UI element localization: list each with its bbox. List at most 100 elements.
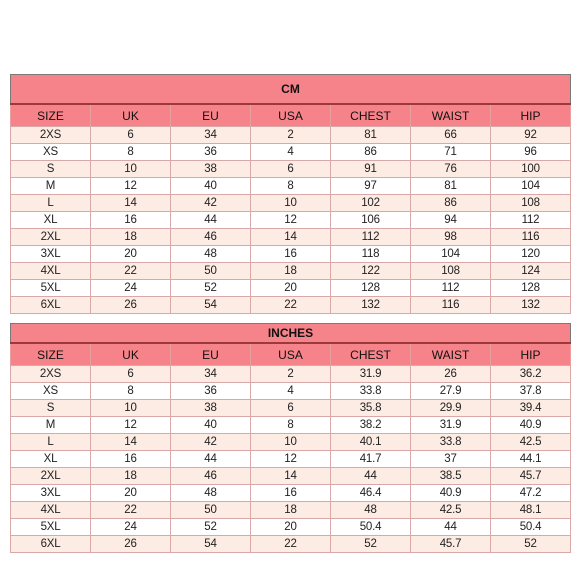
- table-cell-hip: 96: [490, 143, 571, 161]
- table-cell-waist: 42.5: [410, 501, 491, 519]
- table-cell-waist: 33.8: [410, 433, 491, 451]
- table-cell-uk: 10: [90, 160, 171, 178]
- table-cell-usa: 2: [250, 126, 331, 144]
- table-cell-chest: 50.4: [330, 518, 411, 536]
- table-row: 3XL 20 48 16 46.4 40.9 47.2: [10, 484, 571, 502]
- table-cell-eu: 54: [170, 296, 251, 314]
- table-cell-size: 6XL: [10, 535, 91, 553]
- table-row: 6XL 26 54 22 52 45.7 52: [10, 535, 571, 553]
- table-cell-chest: 46.4: [330, 484, 411, 502]
- table-cell-waist: 40.9: [410, 484, 491, 502]
- table-cell-uk: 26: [90, 296, 171, 314]
- table-cell-waist: 66: [410, 126, 491, 144]
- table-cell-uk: 18: [90, 228, 171, 246]
- table-cell-usa: 4: [250, 143, 331, 161]
- column-header-chest: CHEST: [330, 342, 411, 366]
- table-cell-waist: 71: [410, 143, 491, 161]
- table-cell-usa: 2: [250, 365, 331, 383]
- table-cell-chest: 118: [330, 245, 411, 263]
- table-cell-hip: 112: [490, 211, 571, 229]
- table-cell-waist: 108: [410, 262, 491, 280]
- table-cell-size: 4XL: [10, 501, 91, 519]
- table-cell-usa: 22: [250, 296, 331, 314]
- table-cell-waist: 112: [410, 279, 491, 297]
- table-row: XL 16 44 12 41.7 37 44.1: [10, 450, 571, 468]
- table-title: INCHES: [10, 323, 571, 344]
- table-cell-chest: 81: [330, 126, 411, 144]
- table-cell-uk: 16: [90, 211, 171, 229]
- table-cell-size: XL: [10, 450, 91, 468]
- table-cell-eu: 44: [170, 450, 251, 468]
- table-cell-eu: 52: [170, 279, 251, 297]
- table-cell-size: M: [10, 416, 91, 434]
- table-cell-size: 5XL: [10, 279, 91, 297]
- table-cell-waist: 81: [410, 177, 491, 195]
- table-cell-chest: 40.1: [330, 433, 411, 451]
- table-cell-eu: 34: [170, 126, 251, 144]
- table-cell-chest: 38.2: [330, 416, 411, 434]
- table-cell-uk: 24: [90, 279, 171, 297]
- table-cell-chest: 35.8: [330, 399, 411, 417]
- table-cell-waist: 27.9: [410, 382, 491, 400]
- table-cell-waist: 29.9: [410, 399, 491, 417]
- table-cell-eu: 40: [170, 177, 251, 195]
- table-cell-chest: 31.9: [330, 365, 411, 383]
- table-cell-uk: 18: [90, 467, 171, 485]
- table-cell-waist: 76: [410, 160, 491, 178]
- table-cell-uk: 22: [90, 501, 171, 519]
- table-row: S 10 38 6 35.8 29.9 39.4: [10, 399, 571, 417]
- table-row: 3XL 20 48 16 118 104 120: [10, 245, 571, 263]
- table-row: 4XL 22 50 18 122 108 124: [10, 262, 571, 280]
- column-header-waist: WAIST: [410, 103, 491, 127]
- table-cell-hip: 45.7: [490, 467, 571, 485]
- table-cell-size: M: [10, 177, 91, 195]
- table-cell-usa: 20: [250, 279, 331, 297]
- table-cell-waist: 26: [410, 365, 491, 383]
- table-cell-uk: 6: [90, 126, 171, 144]
- table-cell-size: S: [10, 399, 91, 417]
- column-header-uk: UK: [90, 342, 171, 366]
- table-cell-usa: 14: [250, 467, 331, 485]
- table-cell-size: 4XL: [10, 262, 91, 280]
- table-cell-size: 2XS: [10, 126, 91, 144]
- table-cell-eu: 50: [170, 501, 251, 519]
- table-cell-usa: 22: [250, 535, 331, 553]
- table-cell-hip: 47.2: [490, 484, 571, 502]
- table-cell-waist: 94: [410, 211, 491, 229]
- table-cell-eu: 48: [170, 484, 251, 502]
- table-cell-usa: 6: [250, 399, 331, 417]
- column-header-waist: WAIST: [410, 342, 491, 366]
- table-cell-usa: 12: [250, 211, 331, 229]
- table-cell-hip: 92: [490, 126, 571, 144]
- table-cell-waist: 116: [410, 296, 491, 314]
- column-header-chest: CHEST: [330, 103, 411, 127]
- column-header-eu: EU: [170, 342, 251, 366]
- table-cell-hip: 48.1: [490, 501, 571, 519]
- column-header-usa: USA: [250, 342, 331, 366]
- table-cell-hip: 50.4: [490, 518, 571, 536]
- table-cell-hip: 37.8: [490, 382, 571, 400]
- table-cell-hip: 100: [490, 160, 571, 178]
- table-cell-size: 2XS: [10, 365, 91, 383]
- table-cell-uk: 14: [90, 433, 171, 451]
- table-cell-hip: 128: [490, 279, 571, 297]
- table-cell-chest: 33.8: [330, 382, 411, 400]
- table-cell-eu: 38: [170, 160, 251, 178]
- table-cell-waist: 38.5: [410, 467, 491, 485]
- table-cell-chest: 128: [330, 279, 411, 297]
- table-row: 4XL 22 50 18 48 42.5 48.1: [10, 501, 571, 519]
- table-cell-eu: 46: [170, 467, 251, 485]
- table-cell-chest: 122: [330, 262, 411, 280]
- table-row: S 10 38 6 91 76 100: [10, 160, 571, 178]
- table-cell-uk: 20: [90, 245, 171, 263]
- column-header-size: SIZE: [10, 103, 91, 127]
- table-cell-hip: 108: [490, 194, 571, 212]
- table-cell-hip: 44.1: [490, 450, 571, 468]
- table-cell-usa: 10: [250, 433, 331, 451]
- table-cell-eu: 36: [170, 382, 251, 400]
- column-header-row: SIZE UK EU USA CHEST WAIST HIP: [10, 103, 571, 127]
- table-cell-size: 6XL: [10, 296, 91, 314]
- table-row: XS 8 36 4 33.8 27.9 37.8: [10, 382, 571, 400]
- table-cell-uk: 12: [90, 416, 171, 434]
- table-row: 2XL 18 46 14 44 38.5 45.7: [10, 467, 571, 485]
